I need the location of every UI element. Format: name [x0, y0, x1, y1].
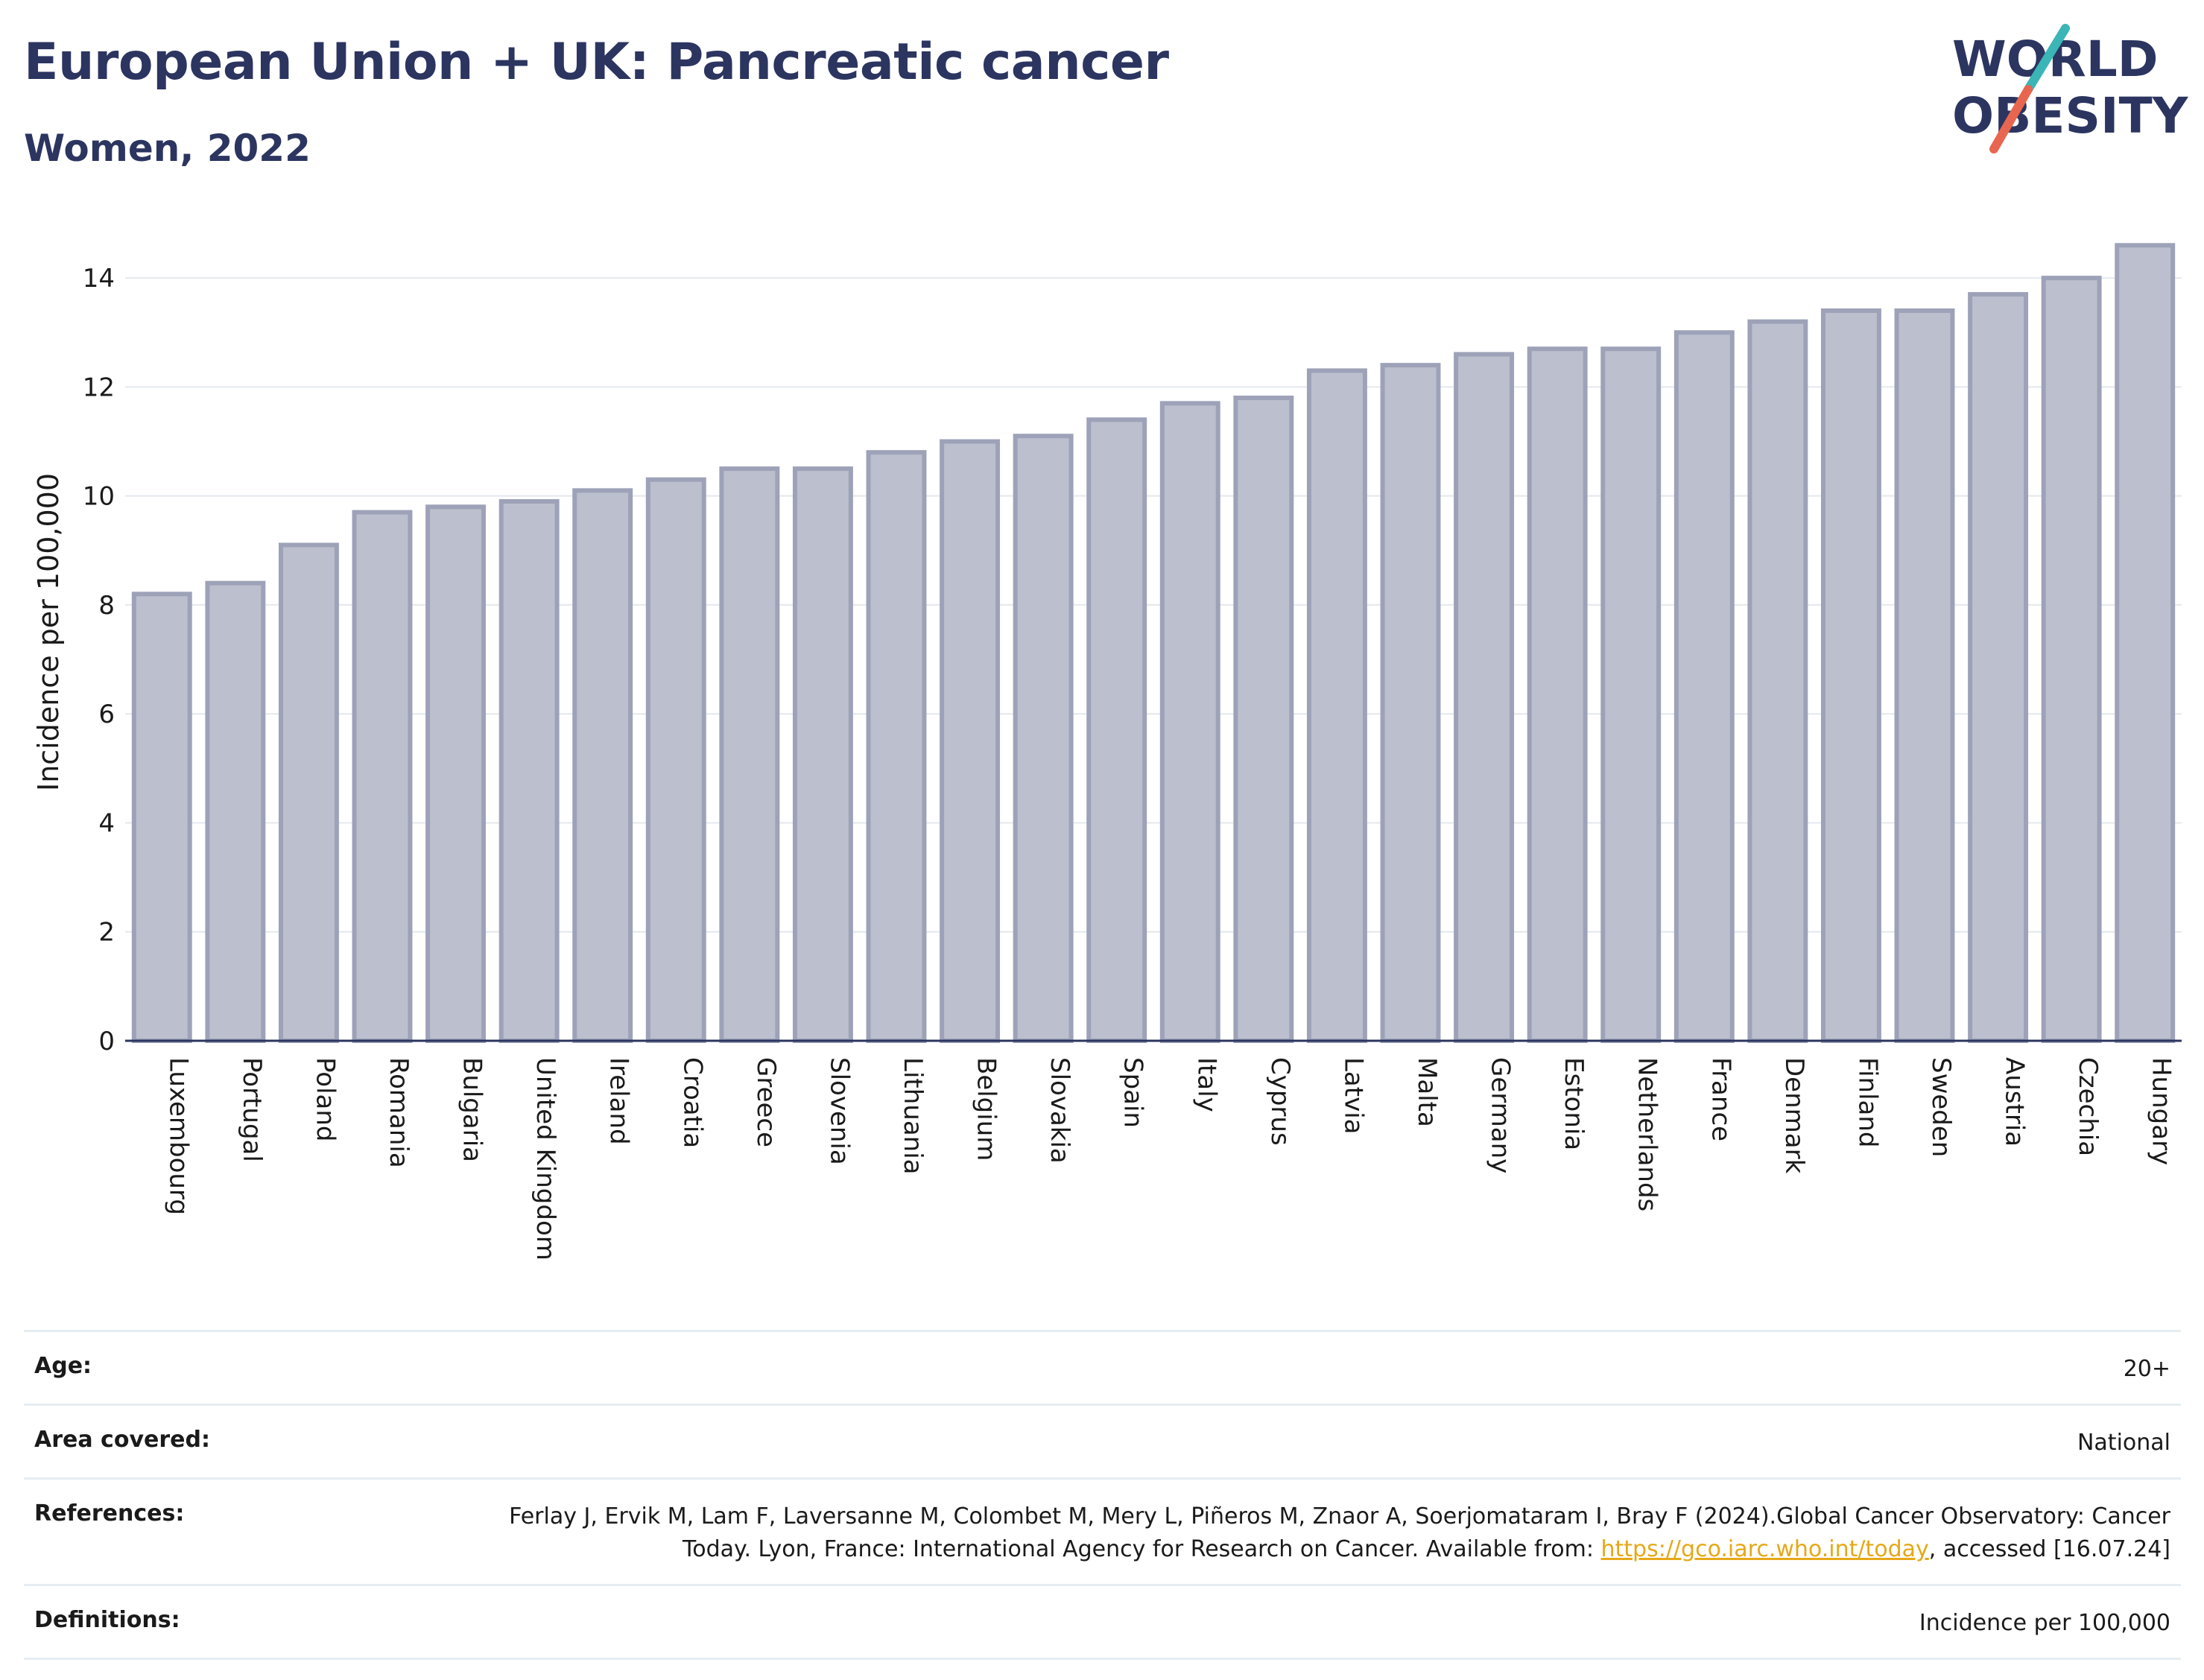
- bar: [131, 592, 192, 1043]
- bar: [719, 466, 780, 1043]
- y-tick-label: 4: [98, 808, 115, 838]
- bar-chart: 0 2 4 6 8 10 12 14 Incidence per 100,000 Luxembou…: [32, 243, 2182, 1261]
- x-category-label: Croatia: [677, 1057, 707, 1148]
- x-category-label: Czechia: [2073, 1057, 2103, 1156]
- x-category-label: Hungary: [2147, 1057, 2176, 1165]
- definitions-value: Incidence per 100,000: [1919, 1610, 2170, 1636]
- bar: [1380, 363, 1441, 1043]
- x-category-label: Slovakia: [1045, 1057, 1074, 1164]
- bar: [2115, 243, 2176, 1044]
- bar: [1968, 292, 2029, 1044]
- y-tick-label: 2: [98, 918, 115, 948]
- bar: [1527, 346, 1588, 1043]
- x-category-label: Malta: [1412, 1057, 1442, 1127]
- x-category-label: Netherlands: [1633, 1057, 1662, 1211]
- x-category-label: Spain: [1118, 1057, 1148, 1128]
- bar: [1013, 434, 1074, 1043]
- bar: [1233, 396, 1294, 1043]
- world-obesity-logo: WORLD OBESITY: [1952, 24, 2189, 153]
- meta-row-references: References: Ferlay J, Ervik M, Lam F, La…: [24, 1477, 2181, 1584]
- references-text: Ferlay J, Ervik M, Lam F, Laversanne M, …: [509, 1503, 2170, 1562]
- bar: [1086, 417, 1147, 1043]
- metadata-table: Age: 20+ Area covered: National Referenc…: [24, 1330, 2181, 1660]
- bar: [1673, 330, 1735, 1043]
- bar: [498, 498, 560, 1043]
- x-category-label: Portugal: [237, 1057, 267, 1162]
- bar: [2041, 276, 2102, 1043]
- y-tick-label: 6: [98, 700, 115, 729]
- bar: [425, 504, 487, 1043]
- bar: [866, 450, 927, 1043]
- x-category-label: Denmark: [1779, 1057, 1809, 1174]
- x-category-label: Latvia: [1338, 1057, 1368, 1135]
- x-category-label: Greece: [751, 1057, 781, 1147]
- bar: [205, 580, 266, 1043]
- y-tick-label: 14: [83, 264, 115, 294]
- x-category-label: Austria: [2000, 1057, 2030, 1147]
- x-category-label: Germany: [1486, 1057, 1516, 1173]
- definitions-label: Definitions:: [34, 1607, 180, 1633]
- bar: [352, 510, 413, 1043]
- x-category-label: Ireland: [604, 1057, 634, 1145]
- y-tick-label: 0: [98, 1027, 115, 1056]
- bar: [278, 542, 339, 1043]
- age-value: 20+: [2123, 1356, 2170, 1382]
- x-category-label: Poland: [310, 1057, 340, 1142]
- bar: [792, 466, 853, 1043]
- meta-row-age: Age: 20+: [24, 1330, 2181, 1404]
- bar: [1894, 308, 1955, 1044]
- area-value: National: [2077, 1430, 2170, 1456]
- area-label: Area covered:: [34, 1427, 210, 1453]
- meta-row-area: Area covered: National: [24, 1404, 2181, 1477]
- x-category-label: Sweden: [1926, 1057, 1956, 1157]
- bar: [1306, 368, 1367, 1043]
- references-label: References:: [34, 1500, 185, 1527]
- logo-text-obesity: OBESITY: [1952, 87, 2189, 145]
- references-accessed: , accessed [16.07.24]: [1928, 1536, 2170, 1562]
- bar: [1600, 346, 1662, 1043]
- y-tick-label: 10: [83, 482, 115, 512]
- bar: [1820, 308, 1881, 1044]
- references-link[interactable]: https://gco.iarc.who.int/today: [1600, 1536, 1929, 1562]
- y-tick-label: 12: [83, 373, 115, 402]
- chart-title: European Union + UK: Pancreatic cancer: [24, 33, 1169, 92]
- x-category-label: Lithuania: [898, 1057, 928, 1174]
- x-category-label: United Kingdom: [531, 1057, 560, 1261]
- meta-row-definitions: Definitions: Incidence per 100,000: [24, 1584, 2181, 1660]
- bar: [1747, 319, 1808, 1043]
- bar: [940, 439, 1001, 1043]
- y-tick-label: 8: [98, 591, 115, 621]
- references-value: Ferlay J, Ervik M, Lam F, Laversanne M, …: [457, 1500, 2170, 1566]
- x-category-label: Bulgaria: [457, 1057, 487, 1162]
- x-category-label: Luxembourg: [163, 1057, 193, 1215]
- x-category-label: Finland: [1852, 1057, 1882, 1148]
- bar: [1454, 352, 1515, 1043]
- bar: [1159, 401, 1220, 1043]
- chart-subtitle: Women, 2022: [24, 127, 311, 170]
- bar: [645, 477, 706, 1043]
- logo-slash-coral: [1989, 85, 2033, 153]
- x-category-label: Estonia: [1559, 1057, 1589, 1150]
- logo-slash-teal: [2024, 24, 2070, 94]
- x-category-label: Belgium: [972, 1057, 1001, 1161]
- bar: [572, 488, 633, 1043]
- x-category-label: Romania: [384, 1057, 414, 1168]
- y-axis-title: Incidence per 100,000: [32, 473, 65, 791]
- age-label: Age:: [34, 1353, 92, 1379]
- x-category-label: France: [1706, 1057, 1735, 1141]
- x-category-label: Slovenia: [824, 1057, 854, 1165]
- x-category-label: Cyprus: [1265, 1057, 1295, 1146]
- x-category-label: Italy: [1191, 1057, 1221, 1112]
